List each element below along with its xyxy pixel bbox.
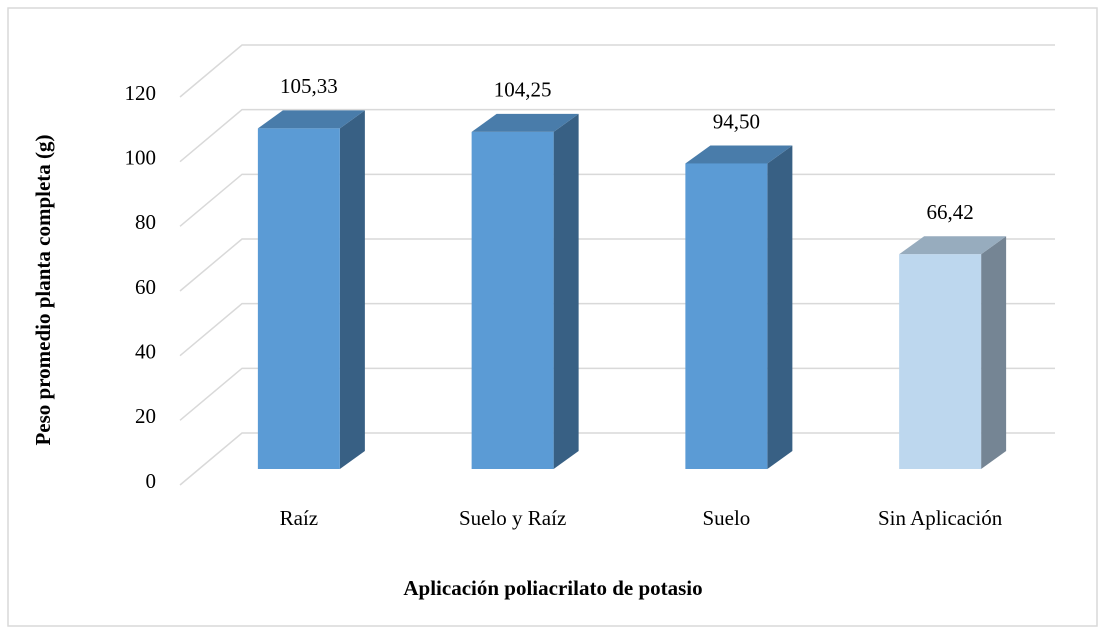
x-axis-title: Aplicación poliacrilato de potasio — [403, 576, 702, 600]
bar-top — [899, 236, 1007, 255]
y-tick-label: 0 — [146, 469, 157, 493]
bar-top — [471, 113, 579, 132]
y-tick-label: 80 — [135, 210, 156, 234]
bar-side — [339, 110, 365, 470]
data-label: 104,25 — [494, 78, 552, 102]
bar-side — [981, 236, 1007, 469]
x-tick-label: Suelo y Raíz — [459, 506, 566, 530]
bar — [257, 128, 340, 470]
x-tick-label: Suelo — [702, 506, 750, 530]
y-tick-label: 100 — [125, 145, 157, 169]
data-label: 66,42 — [927, 200, 974, 224]
x-tick-label: Raíz — [280, 506, 318, 530]
bar — [471, 131, 554, 470]
grid-line — [179, 44, 1055, 98]
data-label: 105,33 — [280, 74, 338, 98]
bar — [685, 163, 768, 469]
y-tick-label: 120 — [125, 81, 157, 105]
y-tick-label: 60 — [135, 275, 156, 299]
bar-top — [257, 110, 365, 129]
bar-top — [685, 145, 793, 164]
y-tick-label: 20 — [135, 404, 156, 428]
bar-side — [767, 145, 793, 469]
y-tick-label: 40 — [135, 339, 156, 363]
data-label: 94,50 — [713, 109, 760, 133]
grid-line — [179, 108, 1055, 163]
x-tick-label: Sin Aplicación — [878, 506, 1003, 530]
y-axis-title: Peso promedio planta completa (g) — [31, 134, 55, 445]
bar-side — [553, 113, 579, 470]
bar — [899, 254, 982, 469]
